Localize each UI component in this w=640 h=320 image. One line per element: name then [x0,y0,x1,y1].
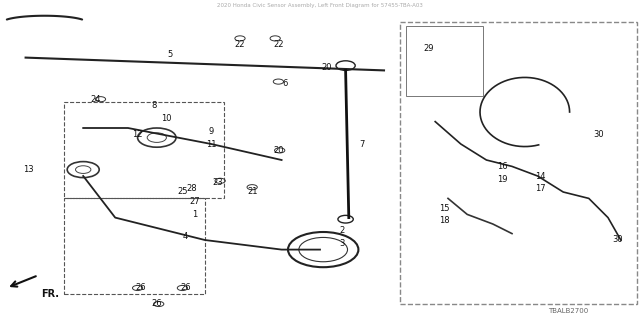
Text: 26: 26 [152,300,162,308]
Text: 24: 24 [91,95,101,104]
Text: 30: 30 [593,130,604,139]
Text: 22: 22 [235,40,245,49]
Text: 22: 22 [273,40,284,49]
Text: 29: 29 [424,44,434,52]
Text: 23: 23 [212,178,223,187]
Text: 5: 5 [167,50,172,59]
Text: 11: 11 [206,140,216,148]
Text: 6: 6 [282,79,287,88]
Text: 2: 2 [340,226,345,235]
Text: 26: 26 [136,284,146,292]
Text: 14: 14 [536,172,546,180]
Text: 19: 19 [497,175,508,184]
Text: TBALB2700: TBALB2700 [548,308,589,314]
Text: 3: 3 [340,239,345,248]
Text: FR.: FR. [42,289,60,300]
Text: 17: 17 [536,184,546,193]
Text: 2020 Honda Civic Sensor Assembly, Left Front Diagram for 57455-TBA-A03: 2020 Honda Civic Sensor Assembly, Left F… [217,3,423,8]
Text: 9: 9 [209,127,214,136]
Text: 30: 30 [612,236,623,244]
Text: 20: 20 [321,63,332,72]
Text: 15: 15 [440,204,450,212]
Text: 20: 20 [273,146,284,155]
Text: 26: 26 [180,284,191,292]
Text: 18: 18 [440,216,450,225]
Text: 27: 27 [190,197,200,206]
Text: 4: 4 [183,232,188,241]
Text: 7: 7 [359,140,364,148]
Text: 25: 25 [177,188,188,196]
Text: 16: 16 [497,162,508,171]
Text: 13: 13 [24,165,34,174]
Text: 12: 12 [132,130,143,139]
Text: 8: 8 [151,101,156,110]
Text: 28: 28 [187,184,197,193]
Text: 1: 1 [193,210,198,219]
Text: 10: 10 [161,114,172,123]
Text: 21: 21 [248,188,258,196]
